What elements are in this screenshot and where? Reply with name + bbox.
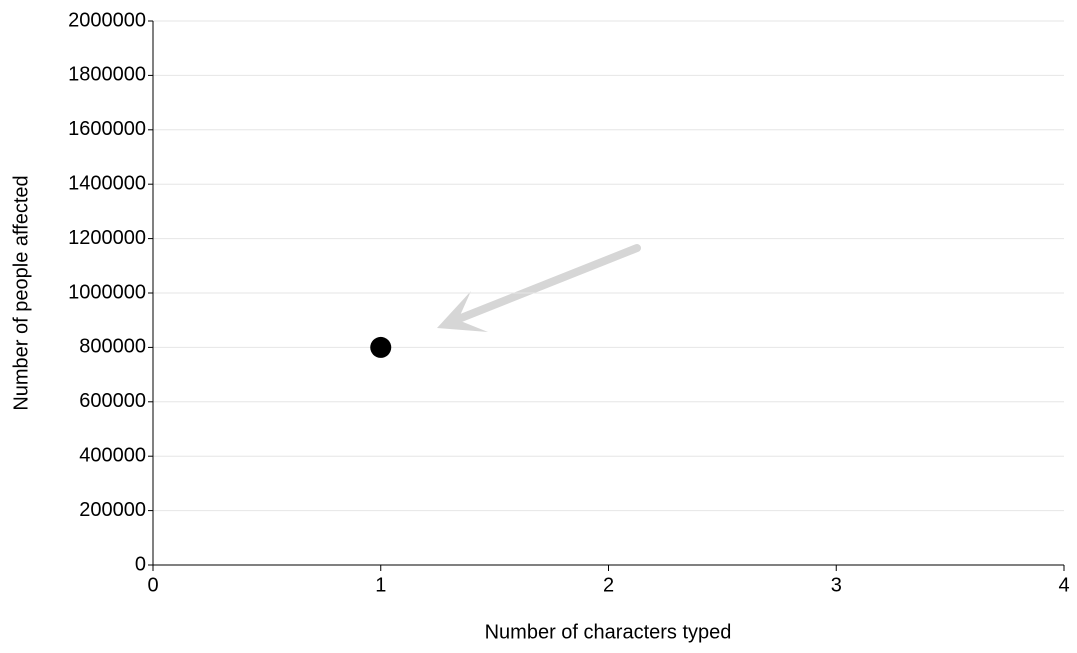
y-tick-label: 0 — [135, 553, 146, 575]
arrow-head — [437, 291, 488, 332]
x-tick-label: 4 — [1058, 574, 1069, 596]
x-axis-label: Number of characters typed — [485, 621, 732, 643]
y-tick-label: 2000000 — [68, 9, 146, 31]
y-tick-label: 800000 — [79, 336, 146, 358]
x-tick-label: 1 — [375, 574, 386, 596]
y-tick-label: 1600000 — [68, 118, 146, 140]
y-tick-label: 200000 — [79, 499, 146, 521]
y-tick-label: 1800000 — [68, 64, 146, 86]
y-tick-label: 400000 — [79, 444, 146, 466]
y-axis-label: Number of people affected — [10, 175, 32, 410]
x-tick-label: 0 — [147, 574, 158, 596]
y-tick-label: 1000000 — [68, 281, 146, 303]
x-tick-label: 3 — [831, 574, 842, 596]
y-tick-label: 600000 — [79, 390, 146, 412]
x-tick-label: 2 — [603, 574, 614, 596]
arrow-shaft — [452, 244, 641, 324]
y-tick-label: 1400000 — [68, 172, 146, 194]
annotation-arrow — [437, 244, 641, 332]
y-tick-label: 1200000 — [68, 227, 146, 249]
point — [370, 336, 392, 358]
